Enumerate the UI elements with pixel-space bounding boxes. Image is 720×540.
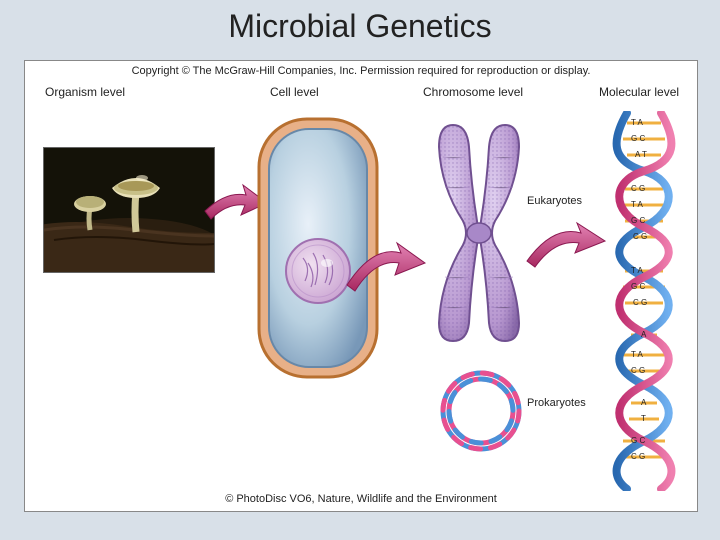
label-chromosome-level: Chromosome level xyxy=(423,85,523,99)
plasmid-diagram xyxy=(431,361,531,461)
slide: Microbial Genetics Copyright © The McGra… xyxy=(0,0,720,540)
dna-helix: T A G C A T C G T A G C C G T A G C C G … xyxy=(601,111,687,491)
bp: A T xyxy=(635,150,647,159)
bp: G C xyxy=(631,216,645,225)
bp: G C xyxy=(631,282,645,291)
arrow-icon xyxy=(523,221,609,277)
bp: G C xyxy=(631,436,645,445)
arrow-icon xyxy=(343,241,429,301)
photo-credit: © PhotoDisc VO6, Nature, Wildlife and th… xyxy=(25,493,697,505)
chromosome-diagram xyxy=(419,117,539,347)
page-title: Microbial Genetics xyxy=(0,0,720,45)
label-cell-level: Cell level xyxy=(270,85,319,99)
bp: C G xyxy=(631,184,645,193)
label-prokaryotes: Prokaryotes xyxy=(527,397,586,409)
bp: T A xyxy=(631,118,644,127)
bp: C G xyxy=(633,298,647,307)
bp: T A xyxy=(631,200,644,209)
mushroom-photo-svg xyxy=(44,148,214,272)
label-eukaryotes: Eukaryotes xyxy=(527,195,582,207)
copyright-text: Copyright © The McGraw-Hill Companies, I… xyxy=(25,65,697,77)
bp: C G xyxy=(631,366,645,375)
bp: G C xyxy=(631,134,645,143)
bp: A xyxy=(641,398,647,407)
label-molecular-level: Molecular level xyxy=(599,85,679,99)
bp: C G xyxy=(633,232,647,241)
bp: C G xyxy=(631,452,645,461)
bp: T A xyxy=(631,350,644,359)
label-organism-level: Organism level xyxy=(45,85,125,99)
bp: A xyxy=(641,330,647,339)
bp: T xyxy=(641,414,646,423)
figure-panel: Copyright © The McGraw-Hill Companies, I… xyxy=(24,60,698,512)
organism-photo xyxy=(43,147,215,273)
bp: T A xyxy=(631,266,644,275)
